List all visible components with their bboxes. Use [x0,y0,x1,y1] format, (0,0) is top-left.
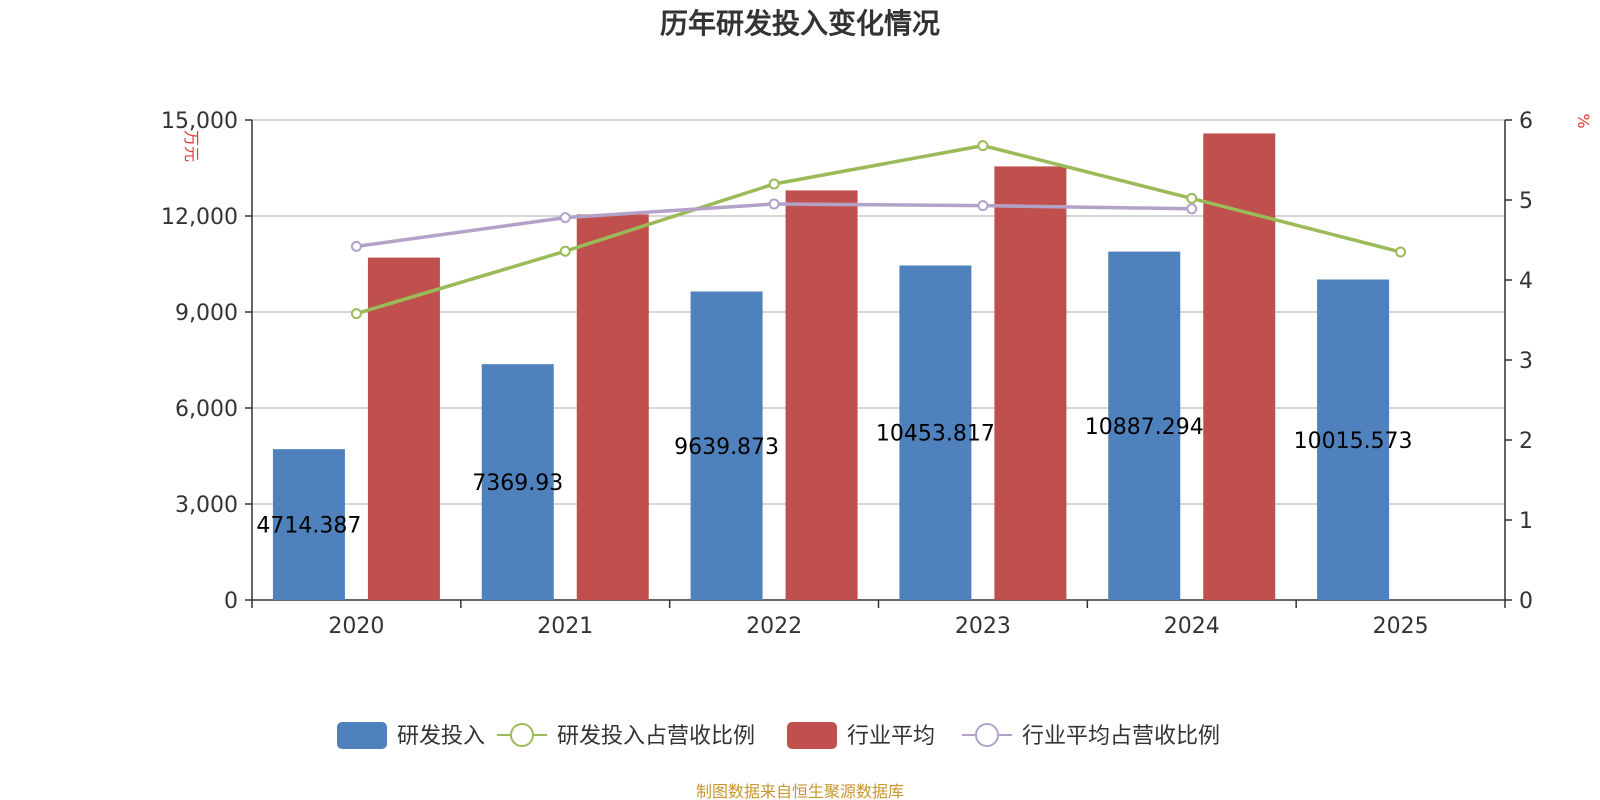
bar-value-label: 10453.817 [876,422,995,447]
right-axis-tick-label: 4 [1519,269,1533,294]
bar-industry-average [576,214,649,600]
right-axis-tick-label: 1 [1519,509,1533,534]
lines [350,140,1407,320]
x-axis-tick-label: 2021 [537,614,593,639]
legend-label: 行业平均 [847,724,935,749]
legend-label: 行业平均占营收比例 [1022,724,1220,749]
bar-value-label: 9639.873 [674,435,779,460]
line-point [977,200,989,212]
legend-label: 研发投入占营收比例 [557,724,755,749]
legend-item[interactable]: 行业平均占营收比例 [962,723,1220,749]
legend-swatch-marker [975,723,999,747]
line-point [1186,192,1198,204]
x-axis-tick-label: 2023 [955,614,1011,639]
data-source: 制图数据来自恒生聚源数据库 [696,782,904,800]
x-axis-tick-label: 2024 [1164,614,1220,639]
bar-value-label: 4714.387 [256,514,361,539]
legend-item[interactable]: 研发投入 [337,722,485,749]
x-axis-tick-label: 2025 [1373,614,1429,639]
legend[interactable]: 研发投入 研发投入占营收比例 行业平均 行业平均占营收比例 [337,722,1220,749]
right-axis-unit: % [1574,113,1593,128]
right-axis-tick-label: 0 [1519,589,1533,614]
left-axis-tick-label: 9,000 [175,301,238,326]
legend-item[interactable]: 行业平均 [787,722,935,749]
bar-value-label: 7369.93 [472,471,563,496]
line-point [977,140,989,152]
bar-rd-investment [690,291,763,600]
line-point [559,245,571,257]
axes: 0 3,000 6,000 9,000 12,000 15,000 0 1 2 3 4 5 6 2020 2… [161,109,1533,639]
x-axis-tick-label: 2022 [746,614,802,639]
bar-rd-investment [1108,251,1181,600]
line-point [559,212,571,224]
right-axis-tick-label: 3 [1519,349,1533,374]
legend-item[interactable]: 研发投入占营收比例 [497,723,755,749]
line-point [768,178,780,190]
left-axis-unit: 万元 [182,130,201,162]
bar-industry-average [367,257,440,600]
bar-rd-investment [272,449,345,600]
line-point [1395,246,1407,258]
left-axis-tick-label: 12,000 [161,205,238,230]
bar-industry-average [785,190,858,600]
line-industry-ratio [356,202,1192,249]
bars [272,133,1390,600]
left-axis-tick-label: 3,000 [175,493,238,518]
legend-swatch [787,722,837,749]
bar-industry-average [994,166,1067,600]
left-axis-tick-label: 0 [224,589,238,614]
legend-label: 研发投入 [397,724,485,749]
legend-swatch-marker [510,723,534,747]
left-axis-tick-label: 15,000 [161,109,238,134]
grid-lines [252,119,1505,505]
bar-rd-investment [1317,279,1390,600]
left-axis-tick-label: 6,000 [175,397,238,422]
bar-rd-investment [899,265,972,600]
bar-rd-investment [481,364,554,600]
bar-value-label: 10015.573 [1294,429,1413,454]
right-axis-tick-label: 6 [1519,109,1533,134]
right-axis-tick-label: 2 [1519,429,1533,454]
line-point [350,240,362,252]
line-rd-ratio [355,143,1402,316]
line-point [1186,203,1198,215]
line-point [768,198,780,210]
line-point [350,308,362,320]
chart-title: 历年研发投入变化情况 [660,7,940,40]
right-axis-tick-label: 5 [1519,189,1533,214]
x-axis-tick-label: 2020 [328,614,384,639]
bar-value-label: 10887.294 [1085,415,1204,440]
data-labels: 4714.387 7369.93 9639.873 10453.817 10887.29… [256,415,1412,539]
legend-swatch [337,722,387,749]
